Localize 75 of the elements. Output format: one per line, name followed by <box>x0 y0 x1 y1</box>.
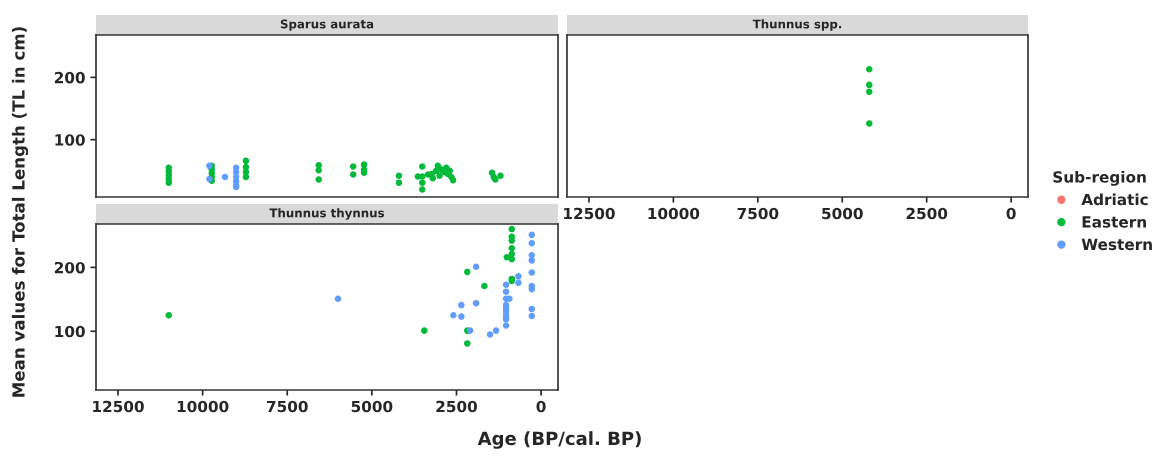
point <box>450 312 457 319</box>
legend-title: Sub-region <box>1053 170 1146 186</box>
point <box>436 172 443 180</box>
x-tick-label: 0 <box>1006 207 1016 220</box>
point <box>502 322 510 329</box>
x-tick-label: 0 <box>536 400 546 413</box>
point <box>472 263 480 271</box>
x-tick-label: 12500 <box>93 400 144 413</box>
point <box>508 245 516 252</box>
point <box>419 186 426 193</box>
point <box>503 253 511 261</box>
point <box>349 163 357 170</box>
point <box>528 312 536 320</box>
x-tick-label: 5000 <box>351 400 393 413</box>
point <box>458 301 465 309</box>
point <box>528 269 536 276</box>
point <box>866 81 873 89</box>
point <box>481 282 488 290</box>
point <box>349 171 357 178</box>
point <box>395 179 403 186</box>
legend-label: Adriatic <box>1081 193 1148 206</box>
point <box>486 331 494 338</box>
y-axis-title: Mean values for Total Length (TL in cm) <box>11 27 29 397</box>
x-tick-label: 7500 <box>266 400 308 413</box>
point <box>429 175 437 182</box>
x-tick-label: 2500 <box>906 207 948 220</box>
point <box>866 88 873 95</box>
point <box>502 281 510 288</box>
x-tick-label: 10000 <box>177 400 229 413</box>
point <box>221 173 229 181</box>
point <box>464 340 471 347</box>
y-tick-label: 100 <box>55 325 85 338</box>
chart-title: Thunnus spp. <box>752 19 842 31</box>
point <box>242 157 250 165</box>
point <box>866 66 873 73</box>
y-tick-label: 100 <box>55 134 85 146</box>
point <box>528 231 536 239</box>
point <box>419 163 426 170</box>
legend-label: Eastern <box>1082 216 1146 228</box>
point <box>458 313 465 320</box>
point <box>515 273 522 280</box>
x-tick-label: 12500 <box>564 207 615 220</box>
point <box>165 312 173 319</box>
point <box>165 179 173 186</box>
point <box>866 120 873 127</box>
y-tick-label: 200 <box>54 71 85 84</box>
point <box>315 166 322 174</box>
point <box>492 327 500 334</box>
point <box>395 172 403 180</box>
point <box>508 237 516 244</box>
y-tick-label: 200 <box>54 261 85 274</box>
x-tick-label: 5000 <box>822 207 863 220</box>
x-tick-label: 2500 <box>436 400 477 413</box>
point <box>506 295 513 302</box>
point <box>315 176 322 183</box>
x-tick-label: 7500 <box>737 207 779 220</box>
legend-label: Western <box>1081 238 1152 251</box>
point <box>472 299 480 307</box>
point <box>419 173 426 180</box>
point <box>242 173 250 181</box>
point <box>508 225 516 233</box>
point <box>419 179 426 186</box>
point <box>421 327 428 334</box>
point <box>528 305 536 313</box>
point <box>334 295 342 302</box>
point <box>502 288 510 295</box>
chart-title: Thunnus thynnus <box>269 208 385 220</box>
point <box>528 257 536 264</box>
point <box>515 279 522 286</box>
point <box>497 172 504 180</box>
chart-title: Sparus aurata <box>280 19 374 31</box>
point <box>464 268 471 276</box>
x-axis-title: Age (BP/cal. BP) <box>477 431 641 449</box>
point <box>528 239 536 247</box>
x-tick-label: 10000 <box>648 207 700 220</box>
